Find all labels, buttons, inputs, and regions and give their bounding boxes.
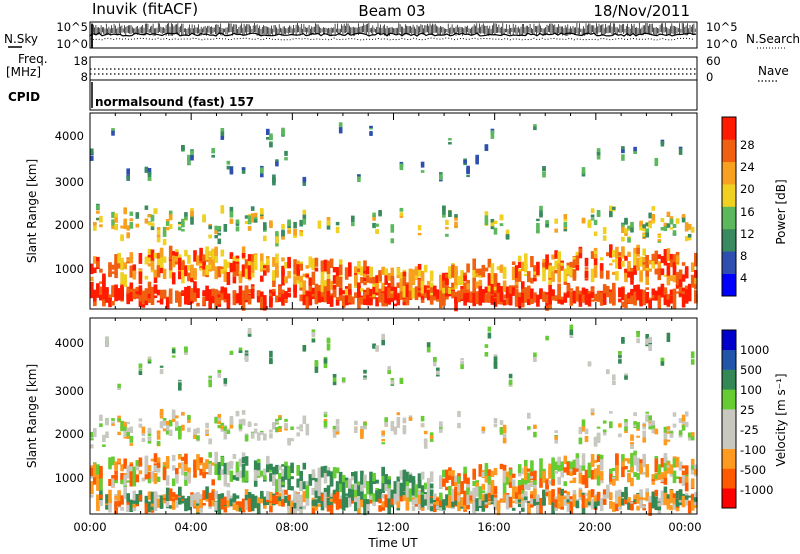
power-cb-tick: 4 <box>740 271 747 285</box>
velocity-cb-tick: -25 <box>740 423 759 437</box>
power-colorbar-label: Power [dB] <box>774 179 788 244</box>
cpid-frame <box>89 79 698 111</box>
velocity-ytick-label: 3000 <box>55 384 84 398</box>
power-cb-tick: 12 <box>740 227 755 241</box>
velocity-scatter <box>90 324 698 516</box>
velocity-panel: 1000 2000 3000 4000 Slant Range [km] 00:… <box>25 317 702 550</box>
velocity-ytick-label: 2000 <box>55 427 84 441</box>
velocity-cb-tick: 25 <box>740 403 755 417</box>
time-axis-title: Time UT <box>367 536 418 550</box>
freq-unit-label: [MHz] <box>6 65 41 79</box>
power-scatter <box>90 122 698 312</box>
nsearch-tick-bottom: 10^0 <box>706 37 738 51</box>
cpid-value: normalsound (fast) 157 <box>95 95 254 109</box>
velocity-colorbar: 1000 500 100 25 -25 -100 -500 -1000 Velo… <box>721 329 788 509</box>
time-tick-label: 16:00 <box>477 520 510 534</box>
velocity-ylabel: Slant Range [km] <box>25 364 39 468</box>
velocity-colorbar-label: Velocity [m s⁻¹] <box>774 373 788 466</box>
date-title: 18/Nov/2011 <box>593 2 690 20</box>
nsearch-tick-top: 10^5 <box>706 20 738 34</box>
power-ylabel: Slant Range [km] <box>25 159 39 263</box>
freq-tick-top: 18 <box>73 54 88 68</box>
velocity-yaxis: 1000 2000 3000 4000 <box>55 336 84 485</box>
velocity-cb-tick: -500 <box>740 463 766 477</box>
nave-tick-bottom: 0 <box>706 70 713 84</box>
cpid-strip: CPID normalsound (fast) 157 <box>8 79 698 111</box>
velocity-xaxis-ticks <box>89 318 698 514</box>
power-ytick-label: 1000 <box>55 262 84 276</box>
nsky-spikes <box>89 23 697 48</box>
power-colorbar-swatches <box>722 117 736 297</box>
nsky-label: N.Sky <box>4 32 38 46</box>
time-tick-label: 12:00 <box>376 520 409 534</box>
velocity-colorbar-swatches <box>722 330 736 509</box>
nsky-strip: 10^5 10^0 10^5 10^0 N.Sky N.Search <box>4 20 800 51</box>
time-tick-label: 00:00 <box>73 520 106 534</box>
power-ytick-label: 3000 <box>55 175 84 189</box>
power-colorbar-frame <box>721 116 737 297</box>
nsearch-dotted-line <box>89 37 695 41</box>
power-cb-tick: 8 <box>740 249 747 263</box>
nave-label: Nave <box>758 64 789 78</box>
power-ytick-label: 4000 <box>55 129 84 143</box>
nsky-tick-bottom: 10^0 <box>56 37 88 51</box>
station-title: Inuvik (fitACF) <box>92 0 198 18</box>
freq-frame <box>89 56 698 81</box>
velocity-ytick-label: 4000 <box>55 336 84 350</box>
nsky-tick-top: 10^5 <box>56 20 88 34</box>
velocity-colorbar-frame <box>721 329 737 509</box>
time-axis-labels: 00:00 04:00 08:00 12:00 16:00 20:00 00:0… <box>73 520 701 534</box>
time-tick-label: 00:00 <box>668 520 701 534</box>
freq-strip: 18 8 60 0 Freq. [MHz] Nave <box>6 52 789 84</box>
power-colorbar: 28 24 20 16 12 8 4 Power [dB] <box>721 116 788 297</box>
velocity-cb-tick: 100 <box>740 383 762 397</box>
power-cb-tick: 16 <box>740 205 755 219</box>
power-cb-tick: 20 <box>740 182 755 196</box>
power-cb-tick: 24 <box>740 160 755 174</box>
power-yaxis: 1000 2000 3000 4000 <box>55 129 84 276</box>
freq-label: Freq. <box>18 52 48 66</box>
velocity-cb-tick: 500 <box>740 363 762 377</box>
beam-title: Beam 03 <box>358 2 425 20</box>
cpid-label: CPID <box>8 90 40 104</box>
power-ytick-label: 2000 <box>55 218 84 232</box>
time-tick-label: 04:00 <box>174 520 207 534</box>
power-xaxis-ticks <box>89 113 698 309</box>
nsearch-label: N.Search <box>746 32 800 46</box>
power-cb-tick: 28 <box>740 138 755 152</box>
time-tick-label: 08:00 <box>275 520 308 534</box>
power-panel: 1000 2000 3000 4000 Slant Range [km] <box>25 112 698 312</box>
velocity-ytick-label: 1000 <box>55 471 84 485</box>
velocity-cb-tick: 1000 <box>740 343 769 357</box>
nave-tick-top: 60 <box>706 54 721 68</box>
time-tick-label: 20:00 <box>578 520 611 534</box>
velocity-cb-tick: -1000 <box>740 483 773 497</box>
velocity-cb-tick: -100 <box>740 443 766 457</box>
freq-tick-bottom: 8 <box>81 70 88 84</box>
